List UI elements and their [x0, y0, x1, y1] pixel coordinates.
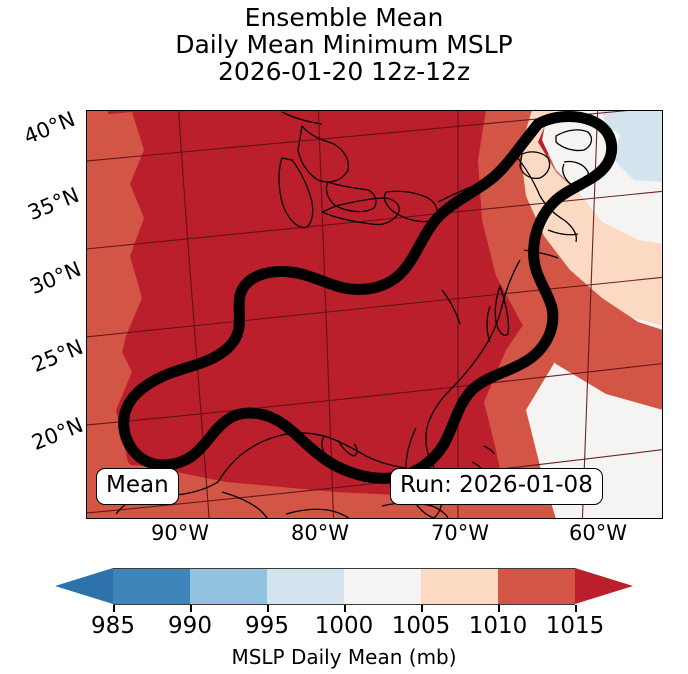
- lon-tick-60w: 60°W: [569, 521, 627, 545]
- lon-tick-80w: 80°W: [291, 521, 349, 545]
- colorbar-title: MSLP Daily Mean (mb): [231, 645, 457, 669]
- title-line-1: Ensemble Mean: [244, 3, 444, 32]
- lat-tick-25n: 25°N: [28, 334, 87, 377]
- figure-title: Ensemble Mean Daily Mean Minimum MSLP 20…: [0, 4, 688, 85]
- colorbar-band-990-995: [190, 568, 267, 605]
- colorbar-label-1000: 1000: [314, 613, 374, 639]
- colorbar-label-990: 990: [168, 613, 212, 639]
- colorbar-band-1005-1010: [421, 568, 498, 605]
- colorbar-bands: [113, 568, 575, 605]
- lat-tick-35n: 35°N: [24, 182, 83, 225]
- mean-label-box: Mean: [96, 468, 179, 505]
- lon-tick-90w: 90°W: [151, 521, 209, 545]
- colorbar-label-1005: 1005: [391, 613, 451, 639]
- lat-tick-40n: 40°N: [20, 106, 79, 149]
- fill-offshore-1010-1015: [478, 110, 663, 410]
- lat-tick-30n: 30°N: [26, 256, 85, 299]
- colorbar-band-985-990: [113, 568, 190, 605]
- colorbar-tick-1005: [421, 605, 423, 612]
- lon-tick-70w: 70°W: [431, 521, 489, 545]
- graticule: [86, 110, 663, 519]
- colorbar-band-1010-1015: [498, 568, 575, 605]
- colorbar-tick-1015: [575, 605, 577, 612]
- map-canvas: [86, 110, 663, 519]
- colorbar-band-1000-1005: [344, 568, 421, 605]
- colorbar-label-985: 985: [91, 613, 135, 639]
- lat-tick-20n: 20°N: [28, 412, 87, 455]
- title-line-3: 2026-01-20 12z-12z: [217, 57, 471, 86]
- colorbar-label-1015: 1015: [545, 613, 605, 639]
- title-line-2: Daily Mean Minimum MSLP: [175, 30, 513, 59]
- mslp-contour-line: [118, 111, 618, 484]
- fill-1005-1010: [518, 110, 663, 326]
- fill-sw-lighter: [86, 112, 144, 440]
- colorbar-label-1010: 1010: [468, 613, 528, 639]
- fill-995-1000: [598, 110, 663, 182]
- colorbar-tick-985: [113, 605, 115, 612]
- colorbar[interactable]: 985 990 995 1000 1005 1010 1015 MSLP Dai…: [0, 555, 688, 674]
- colorbar-extend-high: [575, 568, 633, 604]
- colorbar-label-995: 995: [245, 613, 289, 639]
- colorbar-tick-990: [190, 605, 192, 612]
- colorbar-band-995-1000: [267, 568, 344, 605]
- colorbar-tick-1010: [498, 605, 500, 612]
- colorbar-extend-low: [55, 568, 113, 604]
- run-date-box: Run: 2026-01-08: [390, 468, 603, 505]
- colorbar-tick-995: [267, 605, 269, 612]
- colorbar-tick-1000: [344, 605, 346, 612]
- map-plot-area[interactable]: [86, 110, 663, 519]
